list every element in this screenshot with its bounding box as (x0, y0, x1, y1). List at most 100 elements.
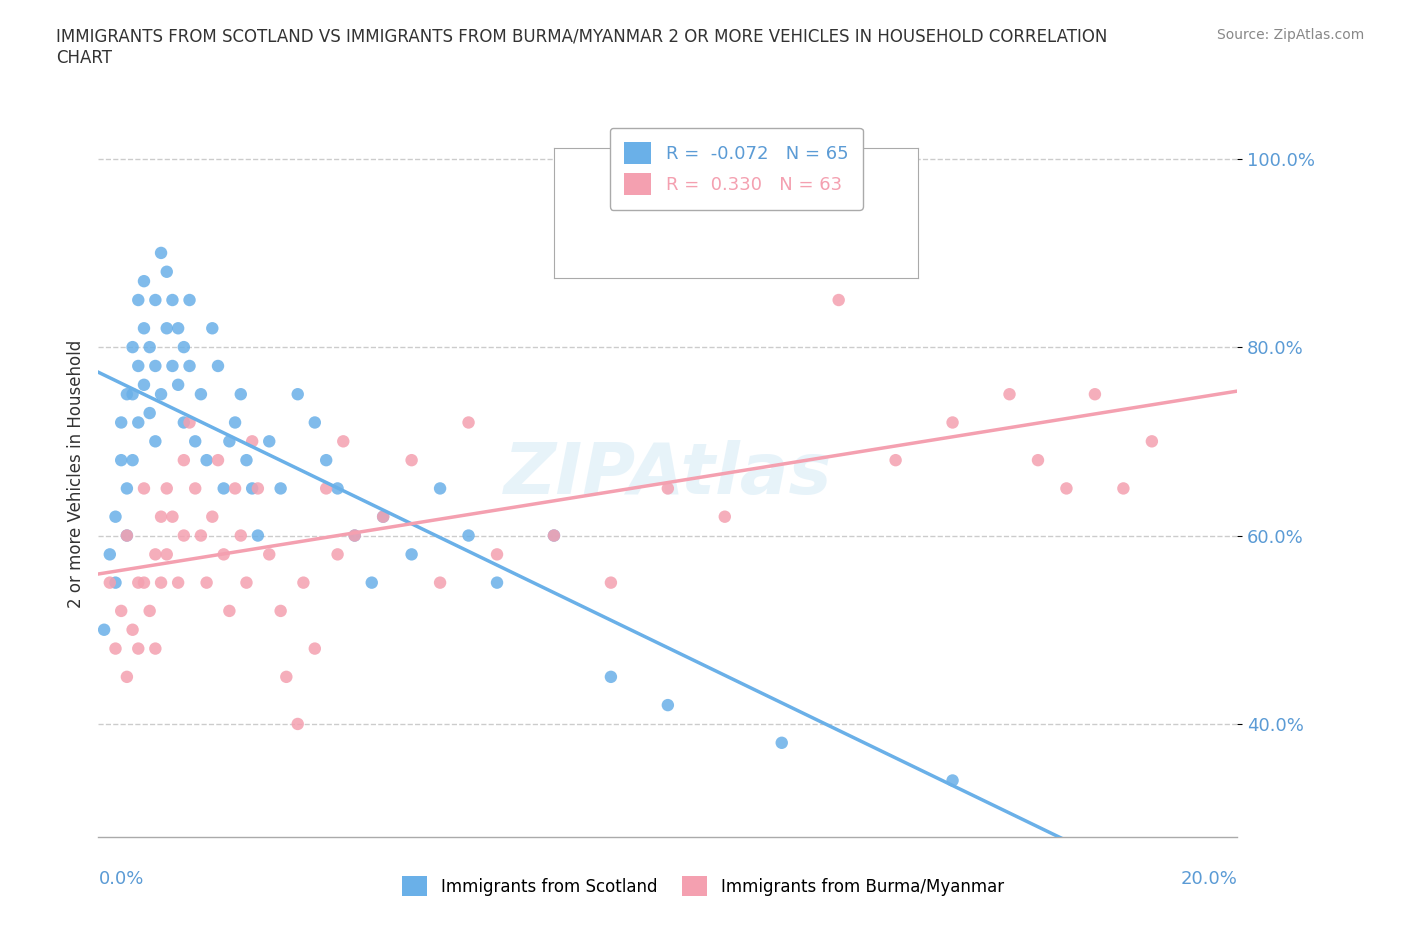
Point (156, 481, 179, 496)
Point (343, 528, 366, 543)
Point (304, 415, 326, 430)
Point (195, 453, 218, 468)
Point (98, 547, 121, 562)
Point (259, 547, 281, 562)
Point (246, 528, 269, 543)
Point (121, 453, 143, 468)
Point (138, 405, 160, 420)
Point (360, 575, 382, 590)
Point (195, 575, 218, 590)
Point (287, 387, 309, 402)
Point (235, 575, 257, 590)
Point (1056, 481, 1078, 496)
Point (150, 575, 173, 590)
Point (1026, 453, 1049, 468)
Point (150, 246, 173, 260)
Point (110, 604, 132, 618)
Point (543, 528, 565, 543)
Point (657, 481, 679, 496)
Point (373, 510, 395, 525)
Text: ZIPAtlas: ZIPAtlas (503, 440, 832, 509)
Point (115, 670, 138, 684)
Point (259, 434, 281, 449)
Point (315, 453, 337, 468)
Text: 0.0%: 0.0% (98, 870, 143, 888)
Point (270, 604, 292, 618)
Point (110, 453, 132, 468)
Point (127, 641, 149, 656)
Point (326, 481, 349, 496)
Point (150, 387, 173, 402)
Point (543, 528, 565, 543)
Point (184, 434, 207, 449)
Point (179, 293, 201, 308)
Point (179, 415, 201, 430)
Point (828, 293, 851, 308)
Point (229, 387, 252, 402)
Point (429, 575, 451, 590)
Point (167, 575, 190, 590)
Point (104, 575, 127, 590)
Point (173, 339, 195, 354)
Point (212, 481, 235, 496)
Point (138, 604, 160, 618)
Point (150, 510, 173, 525)
Point (173, 528, 195, 543)
Point (138, 339, 160, 354)
Point (145, 293, 167, 308)
Point (770, 246, 793, 260)
Text: 20.0%: 20.0% (1181, 870, 1237, 888)
Point (770, 736, 793, 751)
Point (270, 481, 292, 496)
Point (132, 273, 155, 288)
Point (201, 321, 224, 336)
Point (207, 359, 229, 374)
Point (212, 547, 235, 562)
Point (132, 378, 155, 392)
Point (343, 528, 366, 543)
Point (235, 453, 257, 468)
Point (1112, 481, 1135, 496)
Point (132, 575, 155, 590)
Point (240, 481, 263, 496)
Point (115, 387, 138, 402)
Y-axis label: 2 or more Vehicles in Household: 2 or more Vehicles in Household (66, 340, 84, 608)
Point (429, 481, 451, 496)
Point (156, 547, 179, 562)
Point (457, 415, 479, 430)
Point (184, 481, 207, 496)
Point (486, 547, 509, 562)
Point (156, 321, 179, 336)
Point (207, 453, 229, 468)
Point (167, 321, 190, 336)
Point (942, 415, 965, 430)
Point (240, 434, 263, 449)
Point (276, 670, 298, 684)
Point (401, 453, 423, 468)
Point (145, 359, 167, 374)
Point (201, 510, 224, 525)
Point (942, 773, 965, 788)
Point (127, 575, 149, 590)
Point (132, 321, 155, 336)
Point (332, 434, 354, 449)
Point (93, 622, 115, 637)
Point (292, 575, 315, 590)
Point (600, 670, 623, 684)
Point (98, 575, 121, 590)
Point (224, 415, 246, 430)
Point (457, 528, 479, 543)
Point (246, 481, 269, 496)
Legend: Immigrants from Scotland, Immigrants from Burma/Myanmar: Immigrants from Scotland, Immigrants fro… (395, 870, 1011, 903)
Point (145, 641, 167, 656)
Point (121, 387, 143, 402)
Point (224, 481, 246, 496)
Point (190, 387, 212, 402)
Point (190, 528, 212, 543)
Point (600, 575, 623, 590)
Text: Source: ZipAtlas.com: Source: ZipAtlas.com (1216, 28, 1364, 42)
Point (998, 387, 1021, 402)
Point (127, 293, 149, 308)
Point (218, 434, 240, 449)
Point (127, 359, 149, 374)
